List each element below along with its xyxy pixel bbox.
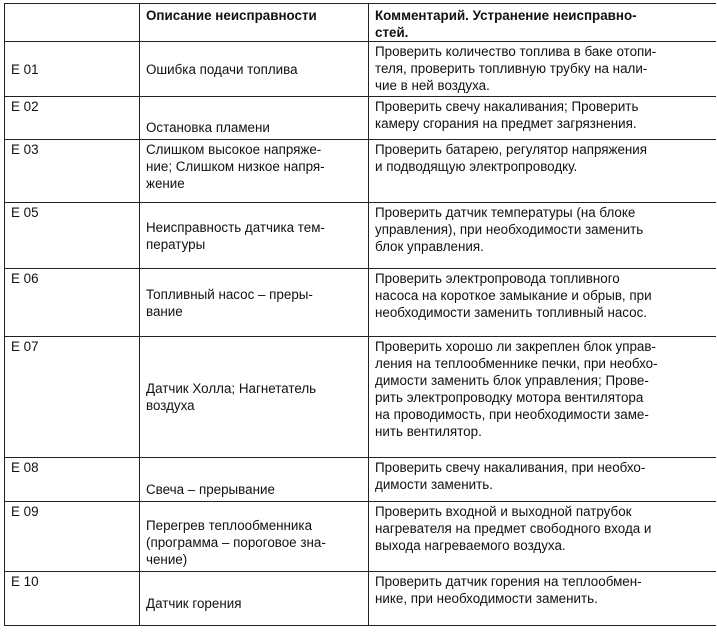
error-description: Слишком высокое напряже- ние; Слишком ни…	[139, 139, 369, 203]
error-remedy: Проверить датчик горения на теплообмен- …	[368, 571, 716, 626]
error-remedy: Проверить датчик температуры (на блоке у…	[368, 202, 716, 269]
error-description: Ошибка подачи топлива	[139, 41, 369, 97]
table-row: E 07 Датчик Холла; Нагнетатель воздуха П…	[4, 336, 716, 458]
error-description: Топливный насос – преры- вание	[139, 268, 369, 337]
error-remedy: Проверить электропровода топливного насо…	[368, 268, 716, 337]
error-code: E 03	[4, 139, 140, 203]
error-remedy: Проверить хорошо ли закреплен блок управ…	[368, 336, 716, 458]
error-description: Неисправность датчика тем- пературы	[139, 202, 369, 269]
table-row: E 05 Неисправность датчика тем- пературы…	[4, 202, 716, 269]
error-remedy: Проверить батарею, регулятор напряжения …	[368, 139, 716, 203]
error-remedy: Проверить входной и выходной патрубок на…	[368, 501, 716, 572]
error-code: E 06	[4, 268, 140, 337]
header-remedy: Комментарий. Устранение неисправно- стей…	[368, 3, 716, 42]
error-code: E 10	[4, 571, 140, 626]
table-row: E 01 Ошибка подачи топлива Проверить кол…	[4, 41, 716, 97]
error-remedy: Проверить свечу накаливания; Проверить к…	[368, 96, 716, 140]
table-row: E 06 Топливный насос – преры- вание Пров…	[4, 268, 716, 337]
header-row: Описание неисправности Комментарий. Устр…	[4, 3, 716, 42]
error-description: Остановка пламени	[139, 96, 369, 140]
table-row: E 10 Датчик горения Проверить датчик гор…	[4, 571, 716, 626]
header-description: Описание неисправности	[139, 3, 369, 42]
error-remedy: Проверить свечу накаливания, при необхо-…	[368, 457, 716, 502]
error-remedy: Проверить количество топлива в баке отоп…	[368, 41, 716, 97]
table-row: E 02 Остановка пламени Проверить свечу н…	[4, 96, 716, 140]
table-row: E 09 Перегрев теплообменника (программа …	[4, 501, 716, 572]
error-code: E 09	[4, 501, 140, 572]
error-description: Датчик Холла; Нагнетатель воздуха	[139, 336, 369, 458]
table-row: E 08 Свеча – прерывание Проверить свечу …	[4, 457, 716, 502]
error-code: E 07	[4, 336, 140, 458]
error-description: Перегрев теплообменника (программа – пор…	[139, 501, 369, 572]
error-code: E 05	[4, 202, 140, 269]
error-codes-table: Описание неисправности Комментарий. Устр…	[4, 3, 716, 626]
error-code: E 01	[4, 41, 140, 97]
error-description: Свеча – прерывание	[139, 457, 369, 502]
error-code: E 08	[4, 457, 140, 502]
header-code	[4, 3, 140, 42]
error-code: E 02	[4, 96, 140, 140]
error-description: Датчик горения	[139, 571, 369, 626]
table-row: E 03 Слишком высокое напряже- ние; Слишк…	[4, 139, 716, 203]
